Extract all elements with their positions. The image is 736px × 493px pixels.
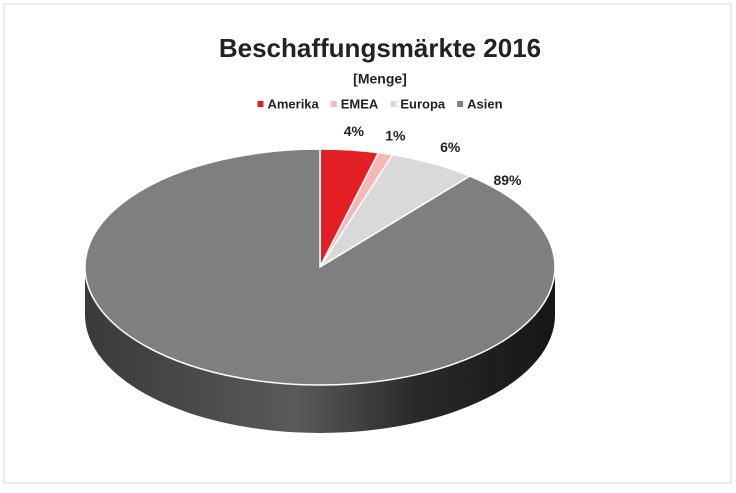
chart-subtitle: [Menge] — [353, 71, 407, 87]
legend-label: EMEA — [341, 96, 379, 111]
legend-marker — [257, 101, 264, 107]
data-label: 1% — [385, 127, 406, 143]
data-label: 89% — [493, 172, 522, 188]
slice-side — [85, 267, 555, 433]
legend-marker — [330, 101, 337, 107]
data-label: 4% — [344, 123, 365, 139]
data-label: 6% — [440, 139, 461, 155]
legend-label: Europa — [400, 96, 446, 111]
slice — [84, 148, 556, 386]
legend-label: Asien — [467, 96, 502, 111]
chart-title: Beschaffungsmärkte 2016 — [219, 33, 541, 63]
legend-marker — [390, 101, 397, 107]
legend-label: Amerika — [267, 96, 319, 111]
legend-marker — [457, 101, 464, 107]
